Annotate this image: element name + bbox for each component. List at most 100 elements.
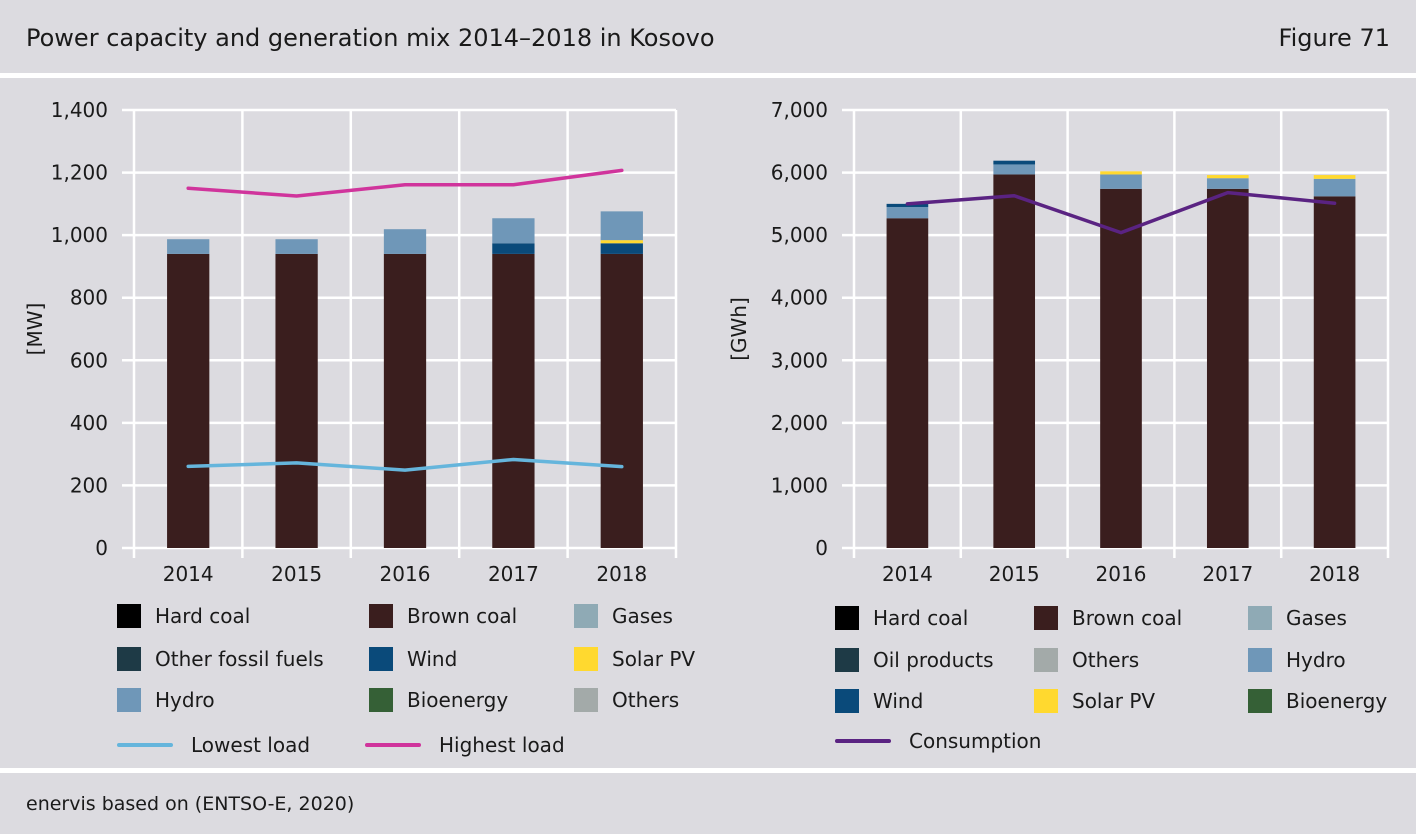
source-note: enervis based on (ENTSO-E, 2020) (26, 793, 355, 815)
generation-legend-label: Hydro (1286, 648, 1346, 672)
capacity-legend-swatch (117, 647, 141, 671)
capacity-bar-wind-2018 (600, 243, 643, 254)
capacity-legend-swatch (369, 688, 393, 712)
capacity-y-tick-label: 200 (70, 473, 108, 497)
capacity-legend-item-solar-pv: Solar PV (574, 647, 695, 671)
generation-point-consumption-2017 (1227, 192, 1229, 194)
generation-bar-solar-pv-2017 (1206, 175, 1249, 179)
generation-bar-hydro-2014 (886, 206, 929, 219)
capacity-legend-line-swatch (365, 743, 421, 747)
generation-legend-item-hard-coal: Hard coal (835, 606, 968, 630)
generation-x-tick-label: 2014 (882, 562, 933, 586)
capacity-bar-hydro-2017 (492, 218, 535, 244)
generation-y-tick-label: 4,000 (771, 286, 828, 310)
generation-legend-swatch (1034, 606, 1058, 630)
generation-legend-label: Oil products (873, 648, 994, 672)
generation-y-tick-label: 5,000 (771, 223, 828, 247)
figure-title: Power capacity and generation mix 2014–2… (26, 24, 715, 52)
generation-y-tick-label: 0 (815, 536, 828, 560)
generation-legend-label: Consumption (909, 729, 1042, 753)
generation-legend-item-solar-pv: Solar PV (1034, 689, 1155, 713)
capacity-point-lowest-load-2016 (404, 469, 406, 471)
capacity-legend-label: Bioenergy (407, 688, 509, 712)
generation-bar-hydro-2015 (993, 164, 1036, 175)
capacity-legend-swatch (574, 647, 598, 671)
capacity-legend-swatch (574, 688, 598, 712)
generation-bar-solar-pv-2016 (1100, 171, 1142, 175)
generation-y-tick-label: 6,000 (771, 161, 828, 185)
generation-legend-swatch (835, 648, 859, 672)
generation-y-tick-label: 1,000 (771, 473, 828, 497)
figure-number: Figure 71 (1278, 24, 1390, 52)
capacity-legend-swatch (117, 604, 141, 628)
capacity-x-tick-label: 2014 (163, 562, 214, 586)
capacity-bar-brown-coal-2017 (492, 253, 535, 548)
capacity-point-highest-load-2015 (296, 195, 298, 197)
capacity-legend-item-hard-coal: Hard coal (117, 604, 250, 628)
generation-legend-item-hydro: Hydro (1248, 648, 1346, 672)
generation-chart: 0 1,000 2,000 3,000 4,000 5,000 6,000 7,000 2014… (727, 98, 1390, 586)
capacity-bar-hydro-2015 (275, 239, 318, 254)
capacity-legend: Hard coal Brown coal Gases Other fossil fue… (0, 600, 708, 770)
capacity-legend-label: Lowest load (191, 733, 311, 757)
generation-bar-hydro-2017 (1206, 178, 1249, 189)
generation-legend-swatch (1248, 606, 1272, 630)
generation-legend-item-others: Others (1034, 648, 1139, 672)
generation-legend-item-bioenergy: Bioenergy (1248, 689, 1387, 713)
capacity-x-tick-label: 2016 (380, 562, 431, 586)
capacity-legend-item-brown-coal: Brown coal (369, 604, 517, 628)
generation-legend-item-oil-products: Oil products (835, 648, 994, 672)
generation-legend-label: Others (1072, 648, 1140, 672)
generation-legend-label: Gases (1286, 606, 1347, 630)
capacity-bar-brown-coal-2015 (275, 253, 318, 548)
capacity-y-tick-label: 1,400 (51, 98, 108, 122)
generation-legend-label: Wind (873, 689, 924, 713)
generation-y-tick-label: 7,000 (771, 98, 828, 122)
capacity-legend-label: Others (612, 688, 680, 712)
generation-bar-brown-coal-2018 (1313, 196, 1356, 548)
capacity-legend-item-hydro: Hydro (117, 688, 215, 712)
capacity-legend-label: Hard coal (155, 604, 251, 628)
capacity-point-lowest-load-2014 (187, 465, 189, 467)
capacity-legend-item-highest-load: Highest load (365, 733, 565, 757)
capacity-x-tick-label: 2015 (271, 562, 322, 586)
bottom-divider (0, 768, 1416, 773)
figure-header: Power capacity and generation mix 2014–2… (0, 0, 1416, 75)
generation-legend-item-wind: Wind (835, 689, 923, 713)
capacity-y-tick-label: 800 (70, 286, 108, 310)
generation-point-consumption-2015 (1013, 195, 1015, 197)
capacity-bar-solar-pv-2018 (600, 240, 643, 244)
generation-legend-item-consumption: Consumption (835, 729, 1041, 753)
capacity-legend-label: Other fossil fuels (155, 647, 324, 671)
capacity-bar-brown-coal-2016 (383, 253, 427, 548)
generation-x-tick-label: 2016 (1096, 562, 1147, 586)
capacity-bar-brown-coal-2014 (167, 253, 210, 548)
generation-legend-line-swatch (835, 739, 891, 743)
generation-bar-solar-pv-2018 (1313, 175, 1356, 179)
capacity-legend-label: Brown coal (407, 604, 518, 628)
generation-legend-item-brown-coal: Brown coal (1034, 606, 1182, 630)
capacity-legend-item-bioenergy: Bioenergy (369, 688, 508, 712)
capacity-point-lowest-load-2017 (512, 458, 514, 460)
capacity-bar-wind-2017 (492, 243, 535, 254)
capacity-legend-swatch (369, 604, 393, 628)
generation-legend: Hard coal Brown coal Gases Oil products Othe… (708, 600, 1416, 770)
capacity-bar-hydro-2014 (167, 239, 210, 254)
generation-legend-label: Solar PV (1072, 689, 1156, 713)
capacity-bar-hydro-2018 (600, 211, 643, 241)
generation-bar-brown-coal-2017 (1206, 188, 1249, 548)
capacity-y-tick-label: 1,200 (51, 161, 108, 185)
generation-legend-label: Brown coal (1072, 606, 1183, 630)
capacity-legend-item-gases: Gases (574, 604, 673, 628)
generation-x-tick-label: 2017 (1202, 562, 1253, 586)
capacity-bar-hydro-2016 (383, 229, 427, 254)
generation-bar-brown-coal-2015 (993, 174, 1036, 548)
generation-y-axis-label: [GWh] (727, 297, 751, 361)
capacity-legend-swatch (369, 647, 393, 671)
capacity-x-tick-label: 2017 (488, 562, 539, 586)
generation-bar-brown-coal-2016 (1100, 188, 1142, 548)
generation-bar-hydro-2016 (1100, 174, 1142, 189)
capacity-legend-item-other-fossil-fuels: Other fossil fuels (117, 647, 324, 671)
generation-legend-swatch (835, 606, 859, 630)
capacity-legend-label: Wind (407, 647, 458, 671)
